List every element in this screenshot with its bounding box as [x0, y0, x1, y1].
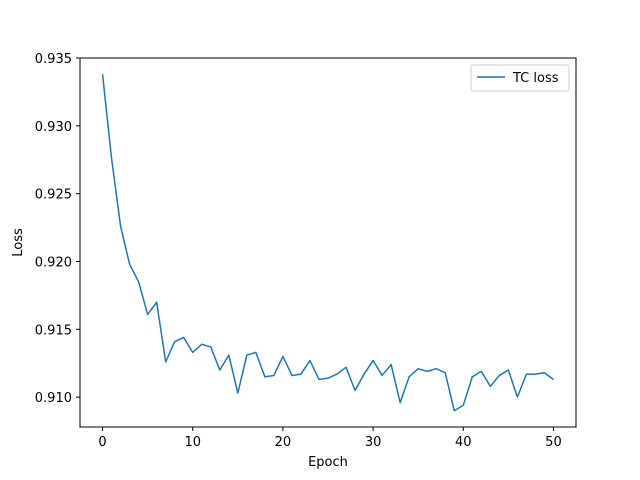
x-axis-label: Epoch	[308, 455, 348, 470]
series-layer	[101, 74, 554, 412]
legend-label-tc-loss: TC loss	[512, 71, 559, 86]
x-tick-label: 10	[184, 435, 201, 450]
y-tick-label: 0.935	[35, 52, 72, 67]
x-axis: 0 10 20 30 40 50	[98, 427, 562, 450]
legend-box	[470, 64, 570, 92]
y-axis-label: Loss	[11, 228, 26, 257]
series-line-tc-loss	[101, 74, 554, 412]
legend: TC loss	[470, 64, 570, 92]
plot-area	[79, 57, 577, 428]
y-axis: 0.910 0.915 0.920 0.925 0.930 0.935	[35, 52, 80, 406]
x-tick-label: 20	[275, 435, 292, 450]
x-tick-label: 50	[545, 435, 562, 450]
x-tick-label: 40	[455, 435, 472, 450]
y-tick-label: 0.915	[35, 323, 72, 338]
plot-frame	[79, 57, 577, 428]
y-tick-label: 0.925	[35, 188, 72, 203]
y-tick-label: 0.920	[35, 255, 72, 270]
y-tick-label: 0.930	[35, 120, 72, 135]
y-tick-label: 0.910	[35, 391, 72, 406]
x-tick-label: 30	[365, 435, 382, 450]
x-tick-label: 0	[98, 435, 106, 450]
